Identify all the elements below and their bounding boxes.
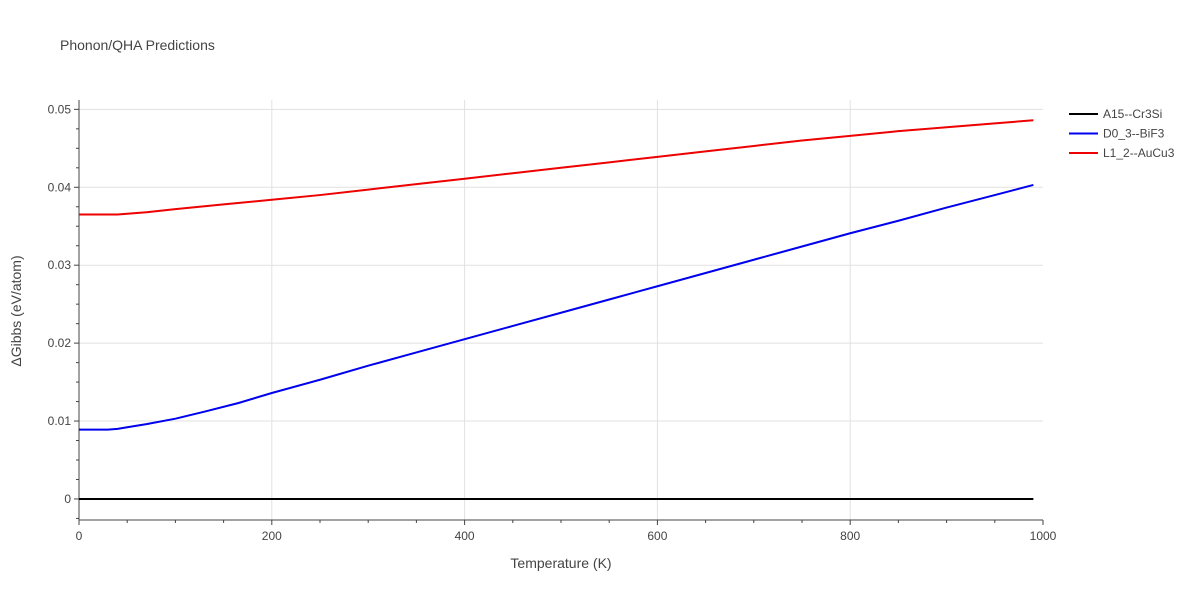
x-tick-label: 800 (840, 529, 860, 543)
tick-labels: 0 200 400 600 800 1000 0 0.01 0.02 0.03 0.04 0.05 (48, 102, 1057, 543)
y-axis-title: ΔGibbs (eV/atom) (8, 255, 24, 366)
x-tick-label: 600 (647, 529, 667, 543)
y-tick-label: 0.05 (48, 102, 72, 116)
legend-label: A15--Cr3Si (1103, 107, 1162, 121)
legend-label: L1_2--AuCu3 (1103, 146, 1175, 160)
y-tick-label: 0.04 (48, 180, 72, 194)
x-tick-label: 1000 (1030, 529, 1057, 543)
plot-area (79, 119, 1034, 500)
series-line-L1_2--AuCu3 (79, 119, 1034, 216)
series-line-D0_3--BiF3 (79, 183, 1034, 431)
y-tick-label: 0.02 (48, 336, 72, 350)
legend-item[interactable]: L1_2--AuCu3 (1069, 146, 1175, 160)
x-axis-title: Temperature (K) (510, 555, 611, 571)
x-tick-label: 0 (76, 529, 83, 543)
legend-item[interactable]: A15--Cr3Si (1069, 107, 1162, 121)
y-tick-label: 0.01 (48, 414, 72, 428)
legend-item[interactable]: D0_3--BiF3 (1069, 127, 1165, 141)
legend-label: D0_3--BiF3 (1103, 127, 1165, 141)
chart-title: Phonon/QHA Predictions (60, 37, 215, 53)
y-tick-label: 0 (64, 492, 71, 506)
legend[interactable]: A15--Cr3Si D0_3--BiF3 L1_2--AuCu3 (1069, 107, 1175, 160)
grid-lines (79, 100, 1043, 520)
axes (74, 100, 1044, 525)
x-tick-label: 200 (262, 529, 282, 543)
y-tick-label: 0.03 (48, 258, 72, 272)
x-tick-label: 400 (455, 529, 475, 543)
